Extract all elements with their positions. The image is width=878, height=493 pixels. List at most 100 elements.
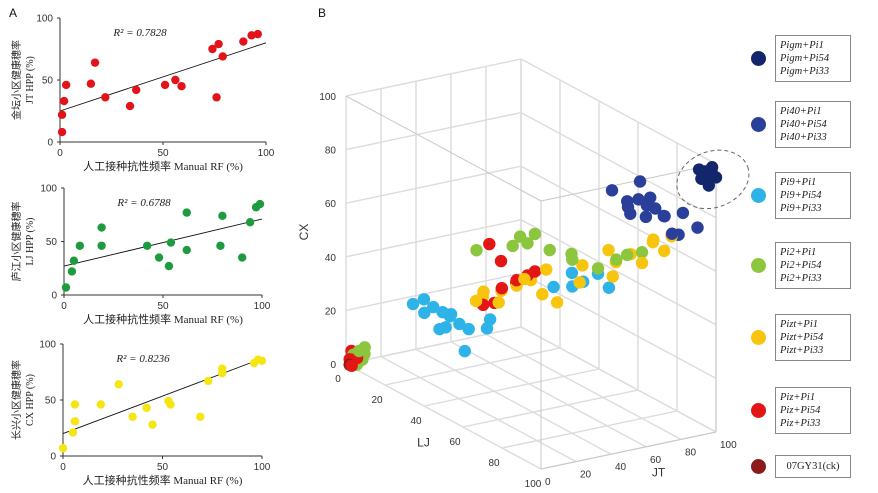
data-point-3d bbox=[602, 281, 616, 294]
data-point-3d bbox=[658, 210, 671, 223]
data-point-3d bbox=[483, 237, 496, 251]
data-point-3d bbox=[495, 282, 508, 295]
data-point bbox=[68, 428, 78, 437]
data-point bbox=[204, 376, 213, 386]
data-point-3d bbox=[550, 296, 564, 309]
scatter-panel-lj: 0 50 100 0 50 100 人工接种抗性频率 Manual RF (%) 庐江小区健康… bbox=[10, 184, 271, 327]
legend-label: Pi9+Pi54 bbox=[780, 190, 822, 201]
grid-line bbox=[520, 111, 717, 219]
data-point bbox=[182, 245, 191, 255]
data-point-3d bbox=[658, 244, 671, 258]
trend-line bbox=[59, 42, 267, 112]
legend-label: Pigm+Pi54 bbox=[780, 53, 830, 64]
box-edge bbox=[345, 95, 542, 202]
data-point-3d bbox=[639, 210, 653, 224]
x-tick-label: 0 bbox=[60, 462, 66, 473]
data-point-3d bbox=[565, 266, 579, 280]
y-tick-label: 50 bbox=[45, 396, 57, 407]
data-point bbox=[142, 241, 152, 250]
data-point bbox=[216, 241, 225, 250]
data-point bbox=[166, 400, 175, 409]
legend-label: Pigm+Pi33 bbox=[780, 66, 830, 77]
legend-marker bbox=[751, 116, 766, 132]
data-point-3d bbox=[470, 243, 483, 257]
data-point bbox=[57, 110, 67, 119]
data-point bbox=[239, 37, 248, 46]
legend-entry: 07GY31(ck) bbox=[775, 455, 851, 478]
data-point bbox=[160, 80, 170, 90]
data-point bbox=[171, 75, 180, 85]
x-tick-label: 40 bbox=[410, 416, 422, 427]
data-point-3d bbox=[633, 175, 647, 188]
grid-line bbox=[450, 341, 647, 448]
r-squared-label: R² = 0.8236 bbox=[115, 353, 170, 365]
y-axis-label-cn: 庐江小区健康穗率 bbox=[10, 202, 23, 282]
legend-label: Pi40+Pi54 bbox=[780, 119, 827, 130]
x-tick-label: 50 bbox=[157, 148, 169, 159]
x-tick-label: 20 bbox=[371, 395, 383, 406]
data-point-3d bbox=[358, 341, 371, 354]
data-point-3d bbox=[591, 262, 605, 275]
data-point-3d bbox=[665, 227, 679, 240]
grid-line bbox=[380, 355, 577, 463]
data-point bbox=[218, 52, 227, 61]
y-tick-label: 80 bbox=[685, 447, 697, 458]
legend-label: Piz+Pi1 bbox=[780, 392, 816, 403]
y-axis-label-cn: 长兴小区健康穗率 bbox=[10, 360, 23, 440]
data-point bbox=[132, 85, 141, 95]
grid-line bbox=[485, 333, 682, 441]
data-point bbox=[59, 96, 69, 106]
legend-marker bbox=[751, 329, 766, 345]
grid-line bbox=[415, 348, 612, 455]
data-point bbox=[196, 412, 205, 421]
data-point bbox=[69, 256, 79, 265]
data-point-3d bbox=[543, 243, 556, 257]
x-axis-label: 人工接种抗性频率 Manual RF (%) bbox=[83, 159, 243, 173]
data-point bbox=[97, 241, 106, 250]
data-point-3d bbox=[610, 253, 623, 266]
grid-line bbox=[345, 58, 522, 97]
data-point-3d bbox=[676, 206, 690, 220]
x-tick-label: 80 bbox=[488, 458, 500, 469]
data-point bbox=[97, 223, 106, 232]
legend-label: Pigm+Pi1 bbox=[780, 40, 824, 51]
grid-line bbox=[345, 272, 522, 312]
data-point bbox=[70, 400, 80, 409]
data-point bbox=[218, 368, 227, 378]
data-point-3d bbox=[433, 322, 446, 336]
y-tick-label: 60 bbox=[650, 455, 662, 466]
grid-line bbox=[520, 58, 717, 165]
data-point bbox=[101, 93, 110, 102]
x-axis-label: 人工接种抗性频率 Manual RF (%) bbox=[83, 473, 243, 487]
y-axis-label: JT bbox=[652, 466, 666, 480]
data-point-3d bbox=[443, 310, 457, 323]
y-tick-label: 100 bbox=[720, 440, 737, 451]
data-point-3d bbox=[528, 265, 542, 278]
legend-entry: Pi2+Pi1 Pi2+Pi54 Pi2+Pi33 bbox=[775, 242, 851, 289]
x-tick-label: 100 bbox=[258, 148, 275, 159]
data-point bbox=[90, 58, 100, 67]
data-point-3d bbox=[566, 253, 579, 266]
data-point bbox=[212, 93, 221, 102]
data-point bbox=[58, 443, 68, 453]
box-edge bbox=[540, 431, 717, 470]
y-axis-label-en: CX HPP (%) bbox=[25, 374, 36, 426]
legend-label: Piz+Pi33 bbox=[780, 418, 821, 429]
data-point-3d bbox=[635, 246, 649, 259]
data-point-3d bbox=[602, 243, 615, 257]
legend-label: Pizt+Pi54 bbox=[780, 332, 824, 343]
data-point bbox=[218, 211, 227, 221]
legend-label: Pi9+Pi1 bbox=[780, 177, 817, 188]
panel-label-b: B bbox=[318, 6, 326, 20]
legend-label: Pi40+Pi1 bbox=[780, 106, 822, 117]
data-point-3d bbox=[518, 272, 531, 286]
legend-entry: Pigm+Pi1 Pigm+Pi54 Pigm+Pi33 bbox=[775, 35, 851, 82]
z-tick-label: 100 bbox=[319, 92, 336, 103]
data-point-3d bbox=[635, 256, 649, 270]
x-tick-label: 100 bbox=[525, 479, 542, 490]
data-point bbox=[182, 208, 191, 217]
data-point-3d bbox=[573, 276, 586, 289]
y-axis-label-en: LJ HPP (%) bbox=[25, 218, 36, 266]
grid-line bbox=[345, 363, 542, 470]
x-tick-label: 0 bbox=[335, 374, 341, 385]
